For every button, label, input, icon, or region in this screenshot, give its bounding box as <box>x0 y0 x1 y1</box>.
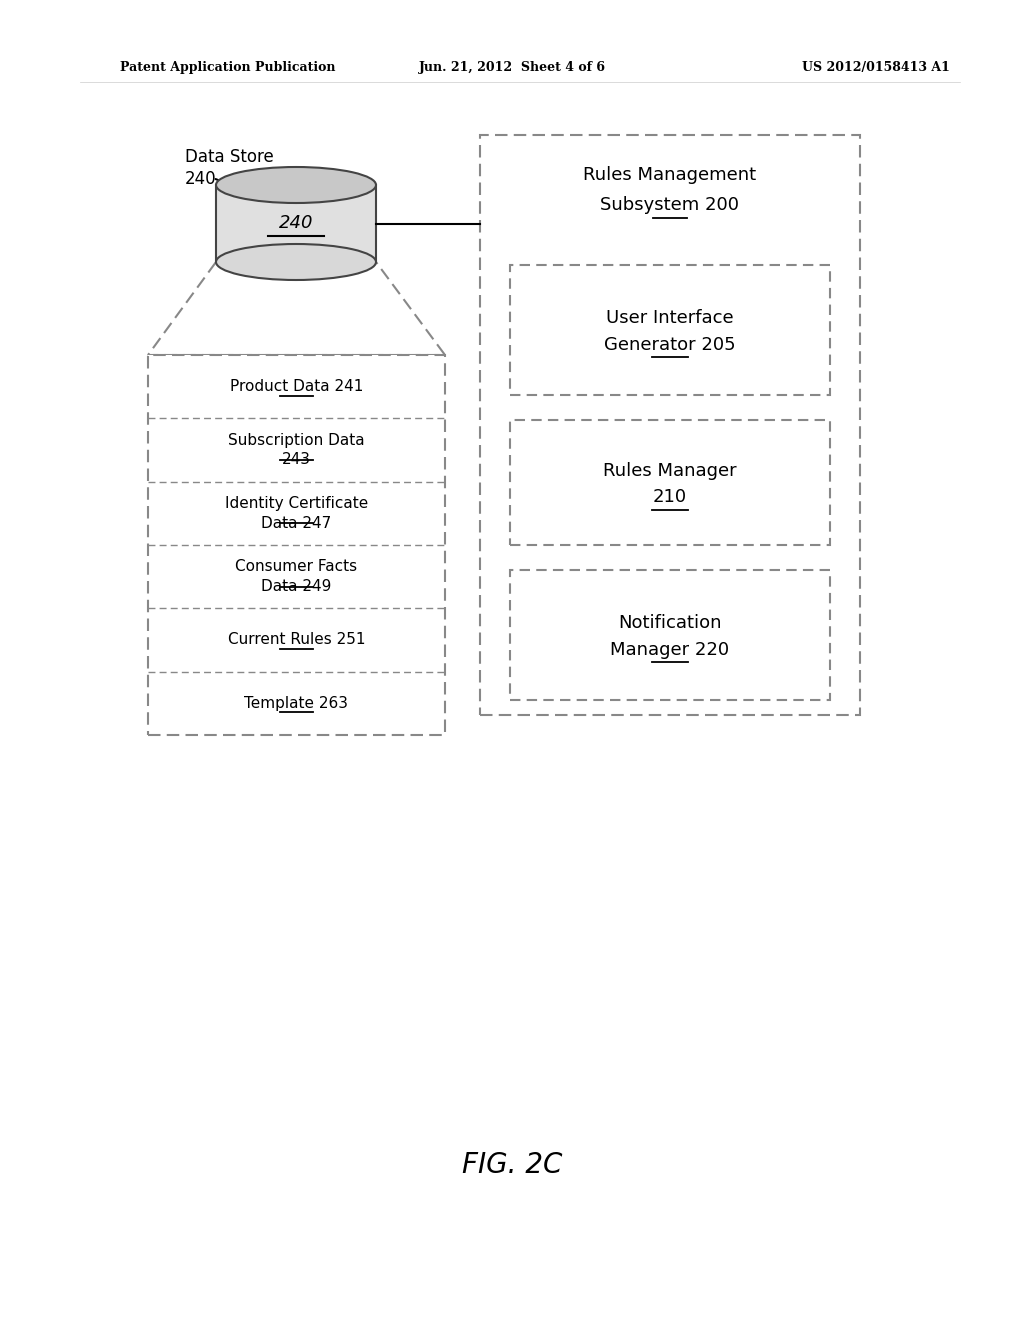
Text: Rules Management: Rules Management <box>584 166 757 183</box>
Text: Data Store: Data Store <box>185 148 273 166</box>
Text: User Interface: User Interface <box>606 309 734 327</box>
Text: Subscription Data
243: Subscription Data 243 <box>228 433 365 467</box>
Text: US 2012/0158413 A1: US 2012/0158413 A1 <box>802 62 950 74</box>
Text: FIG. 2C: FIG. 2C <box>462 1151 562 1179</box>
Text: 210: 210 <box>653 488 687 507</box>
Text: Patent Application Publication: Patent Application Publication <box>120 62 336 74</box>
Text: Template 263: Template 263 <box>245 696 348 711</box>
Text: Consumer Facts
Data 249: Consumer Facts Data 249 <box>236 560 357 594</box>
Text: Product Data 241: Product Data 241 <box>229 379 364 395</box>
Text: 240: 240 <box>279 214 313 232</box>
Bar <box>510 265 830 395</box>
Bar <box>216 185 376 261</box>
Text: Manager 220: Manager 220 <box>610 642 729 659</box>
Text: Notification: Notification <box>618 614 722 632</box>
Bar <box>510 570 830 700</box>
Ellipse shape <box>216 168 376 203</box>
Bar <box>510 420 830 545</box>
Text: 240: 240 <box>185 170 217 187</box>
Ellipse shape <box>216 244 376 280</box>
Text: Current Rules 251: Current Rules 251 <box>227 632 366 648</box>
Bar <box>148 355 445 735</box>
Bar <box>480 135 860 715</box>
Text: Jun. 21, 2012  Sheet 4 of 6: Jun. 21, 2012 Sheet 4 of 6 <box>419 62 605 74</box>
Polygon shape <box>148 261 445 355</box>
Text: Generator 205: Generator 205 <box>604 337 736 354</box>
Text: Identity Certificate
Data 247: Identity Certificate Data 247 <box>225 496 368 531</box>
Text: Subsystem 200: Subsystem 200 <box>600 195 739 214</box>
Text: Rules Manager: Rules Manager <box>603 462 737 479</box>
